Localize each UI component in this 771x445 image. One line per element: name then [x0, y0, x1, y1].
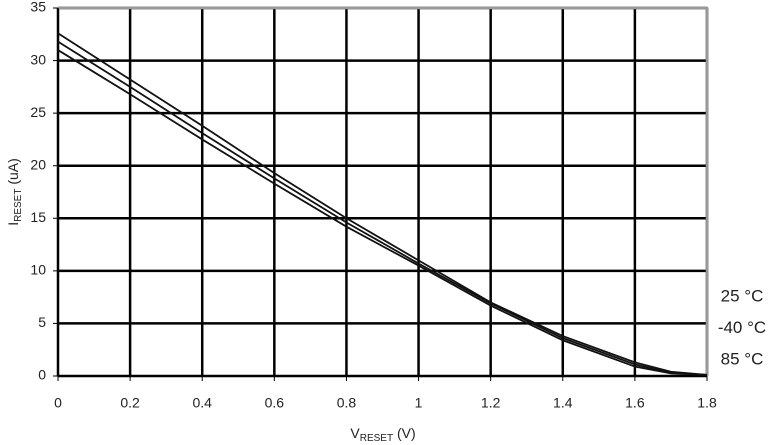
x-axis-label: VRESET (V) [350, 425, 415, 444]
series-label: -40 °C [718, 318, 766, 337]
series-label: 25 °C [721, 286, 764, 305]
x-tick-label: 1.4 [553, 395, 573, 411]
y-label-sub: RESET [13, 189, 24, 222]
series-line [57, 32, 708, 376]
y-tick-label: 30 [30, 51, 46, 67]
series-label: 85 °C [721, 349, 764, 368]
y-tick-label: 5 [38, 314, 46, 330]
y-tick-label: 0 [38, 367, 46, 383]
y-tick-label: 20 [30, 156, 46, 172]
x-label-main: V [350, 425, 360, 441]
y-tick-label: 10 [30, 262, 46, 278]
x-label-unit: (V) [393, 425, 416, 441]
x-tick-label: 0.4 [192, 395, 212, 411]
x-tick-label: 1.6 [625, 395, 645, 411]
y-tick-label: 35 [30, 0, 46, 15]
series-line [57, 49, 708, 376]
x-tick-label: 0.6 [265, 395, 285, 411]
x-tick-label: 0 [54, 395, 62, 411]
y-label-main: I [5, 222, 21, 226]
y-tick-label: 15 [30, 209, 46, 225]
x-tick-label: 1.2 [481, 395, 501, 411]
y-tick-label: 25 [30, 104, 46, 120]
y-label-unit: (uA) [5, 158, 21, 188]
plot-frame [58, 6, 709, 376]
axes [57, 8, 707, 377]
x-label-sub: RESET [360, 433, 393, 444]
x-tick-label: 0.2 [120, 395, 140, 411]
x-tick-label: 1.8 [697, 395, 717, 411]
x-tick-label: 1 [415, 395, 423, 411]
series-line [57, 40, 708, 376]
y-axis-label: IRESET (uA) [5, 158, 24, 226]
x-tick-label: 0.8 [337, 395, 357, 411]
